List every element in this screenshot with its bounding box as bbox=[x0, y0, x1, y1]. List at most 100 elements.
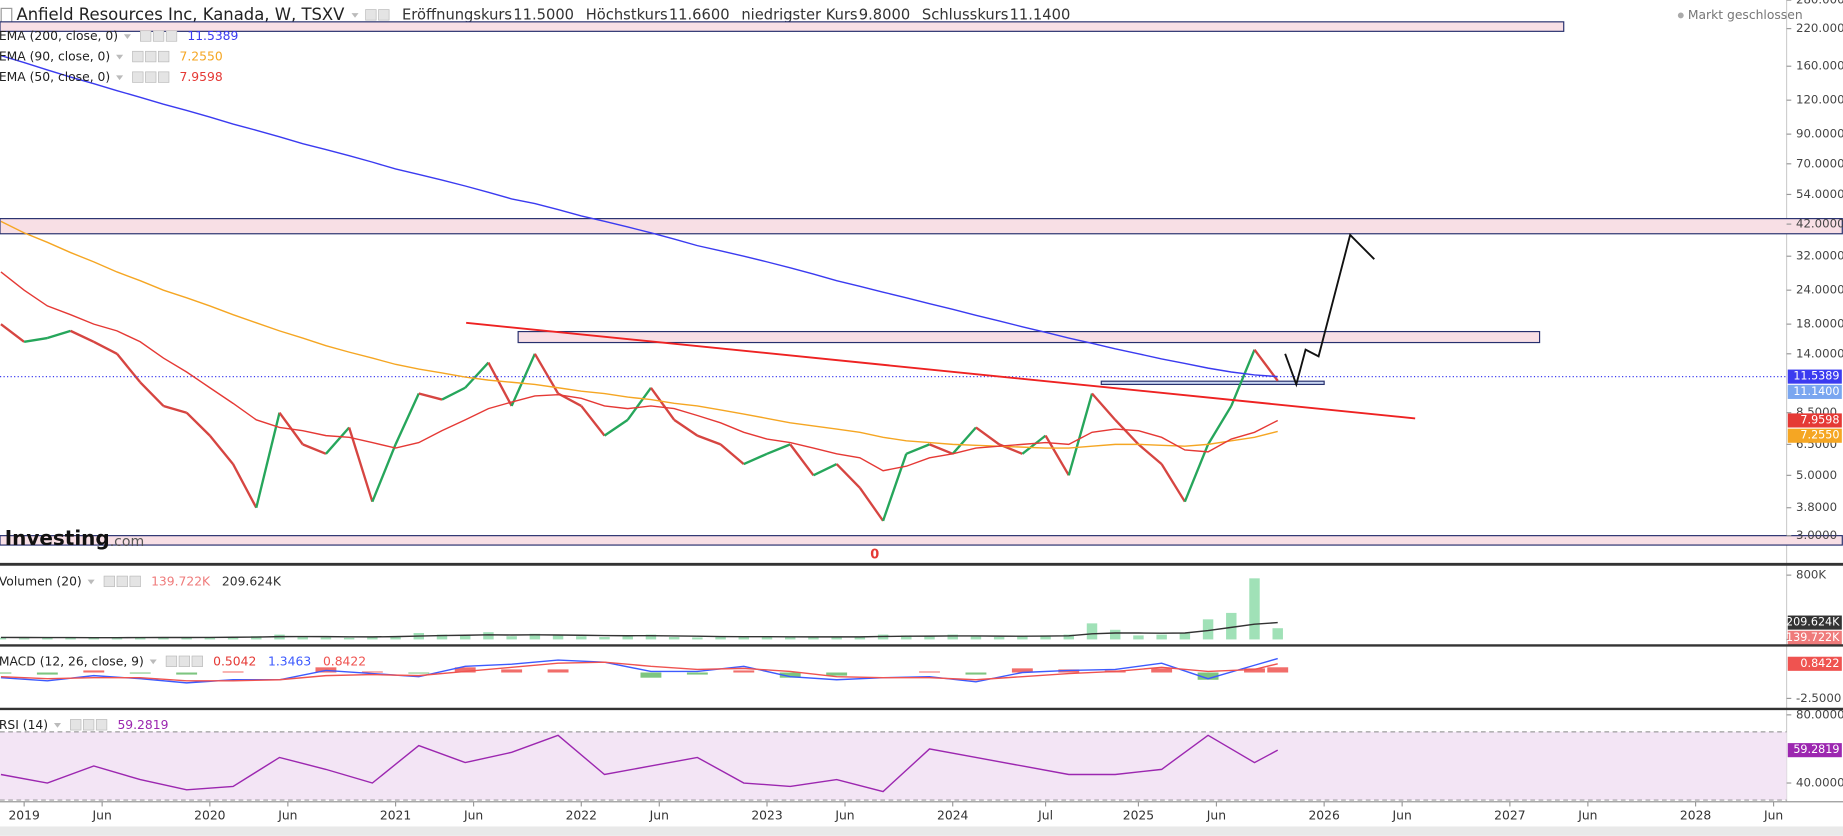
legend-icon bbox=[158, 71, 170, 83]
price-segment bbox=[905, 443, 930, 455]
bar bbox=[83, 670, 105, 673]
bar bbox=[686, 672, 708, 675]
bar bbox=[506, 636, 517, 640]
y-tick-label: 70.0000 bbox=[1796, 156, 1843, 170]
price-segment bbox=[858, 487, 885, 522]
x-tick-label: Jun bbox=[1763, 808, 1783, 822]
bar bbox=[134, 637, 146, 640]
bar bbox=[1202, 619, 1214, 640]
bar bbox=[436, 634, 448, 640]
price-segment bbox=[139, 381, 165, 407]
x-tick-label: 2026 bbox=[1308, 808, 1340, 822]
bar bbox=[1197, 672, 1219, 680]
bar bbox=[88, 637, 100, 640]
bar bbox=[599, 637, 610, 640]
legend-value: 11.5389 bbox=[187, 29, 238, 43]
x-tick-label: 2025 bbox=[1123, 808, 1154, 822]
bar bbox=[1226, 612, 1237, 640]
price-segment bbox=[371, 443, 397, 503]
zone bbox=[517, 330, 1541, 344]
header-field-value: 11.5000 bbox=[513, 6, 574, 23]
x-tick-label: Jun bbox=[1577, 808, 1597, 822]
bar bbox=[993, 637, 1005, 640]
bar bbox=[919, 671, 940, 673]
x-tick-label: 2023 bbox=[751, 808, 782, 822]
bar bbox=[18, 638, 30, 640]
x-tick-label: 2027 bbox=[1494, 808, 1525, 822]
y-tick-label: 24.0000 bbox=[1796, 283, 1843, 297]
y-tick-label: 90.0000 bbox=[1796, 127, 1843, 141]
series-line bbox=[0, 734, 1279, 793]
bar bbox=[65, 637, 76, 640]
bar bbox=[459, 635, 471, 640]
legend-icon bbox=[132, 50, 144, 63]
legend-icon bbox=[129, 575, 141, 588]
bar bbox=[784, 637, 796, 640]
bar bbox=[181, 637, 192, 640]
bar bbox=[1040, 635, 1051, 640]
y-tick-label: 42.0000 bbox=[1796, 217, 1843, 231]
price-segment bbox=[464, 361, 490, 389]
bar bbox=[738, 637, 750, 640]
legend-icon bbox=[103, 575, 115, 588]
bar bbox=[129, 672, 151, 674]
axis-value-label: 7.2550 bbox=[1800, 429, 1839, 442]
price-segment bbox=[510, 353, 536, 407]
legend-title: MACD (12, 26, close, 9) bbox=[0, 654, 144, 668]
price-segment bbox=[70, 329, 95, 343]
legend-name: EMA (90, close, 0) bbox=[0, 50, 110, 64]
axis-value-label: 59.2819 bbox=[1793, 743, 1839, 756]
axis-value-box bbox=[1787, 428, 1842, 443]
logo: Investing bbox=[5, 526, 110, 550]
y-tick-label: 220.0000 bbox=[1796, 21, 1843, 35]
axis-value-box bbox=[1787, 384, 1842, 399]
series-line bbox=[0, 220, 1278, 449]
bar bbox=[1272, 628, 1283, 640]
price-segment bbox=[673, 418, 699, 437]
axis-value-label: 209.624K bbox=[1786, 616, 1840, 629]
bar bbox=[1017, 636, 1028, 640]
bar bbox=[576, 636, 587, 640]
bar bbox=[361, 671, 383, 673]
bar bbox=[227, 637, 239, 640]
y-tick-label: -2.5000 bbox=[1796, 691, 1841, 705]
x-tick-label: 2021 bbox=[380, 808, 411, 822]
legend-value: 0.8422 bbox=[323, 654, 366, 668]
legend-icon bbox=[152, 30, 165, 42]
price-segment bbox=[441, 386, 466, 401]
x-tick-label: Jun bbox=[649, 808, 669, 822]
price-segment bbox=[1091, 392, 1117, 421]
bar bbox=[1267, 667, 1289, 673]
price-segment bbox=[951, 426, 977, 455]
status-dot bbox=[1677, 12, 1684, 19]
bar bbox=[1086, 623, 1098, 640]
bar bbox=[390, 636, 401, 640]
axis-value-box bbox=[1787, 743, 1842, 758]
zone bbox=[1100, 380, 1325, 386]
bar bbox=[552, 635, 564, 640]
x-tick-label: 2019 bbox=[8, 808, 39, 822]
x-tick-label: Jun bbox=[277, 808, 297, 822]
dropdown-caret bbox=[149, 659, 157, 665]
bar bbox=[529, 633, 541, 640]
header-field-value: 11.1400 bbox=[1010, 6, 1071, 23]
price-segment bbox=[743, 452, 768, 466]
price-segment bbox=[302, 443, 327, 455]
bar bbox=[733, 670, 755, 673]
bar bbox=[176, 672, 198, 675]
legend-icon bbox=[165, 655, 178, 667]
bar bbox=[761, 636, 773, 640]
bar bbox=[204, 637, 216, 640]
legend-value: 139.722K bbox=[151, 574, 211, 588]
bar bbox=[715, 637, 726, 640]
legend-icon bbox=[145, 71, 157, 83]
axis-value-box bbox=[1787, 630, 1842, 645]
trendline bbox=[466, 321, 1416, 420]
price-segment bbox=[0, 323, 25, 343]
price-segment bbox=[1183, 443, 1210, 503]
y-tick-label: 120.0000 bbox=[1796, 93, 1843, 107]
price-segment bbox=[1253, 348, 1279, 382]
series-line bbox=[0, 271, 1279, 472]
axis-value-label: 11.1400 bbox=[1793, 385, 1839, 398]
